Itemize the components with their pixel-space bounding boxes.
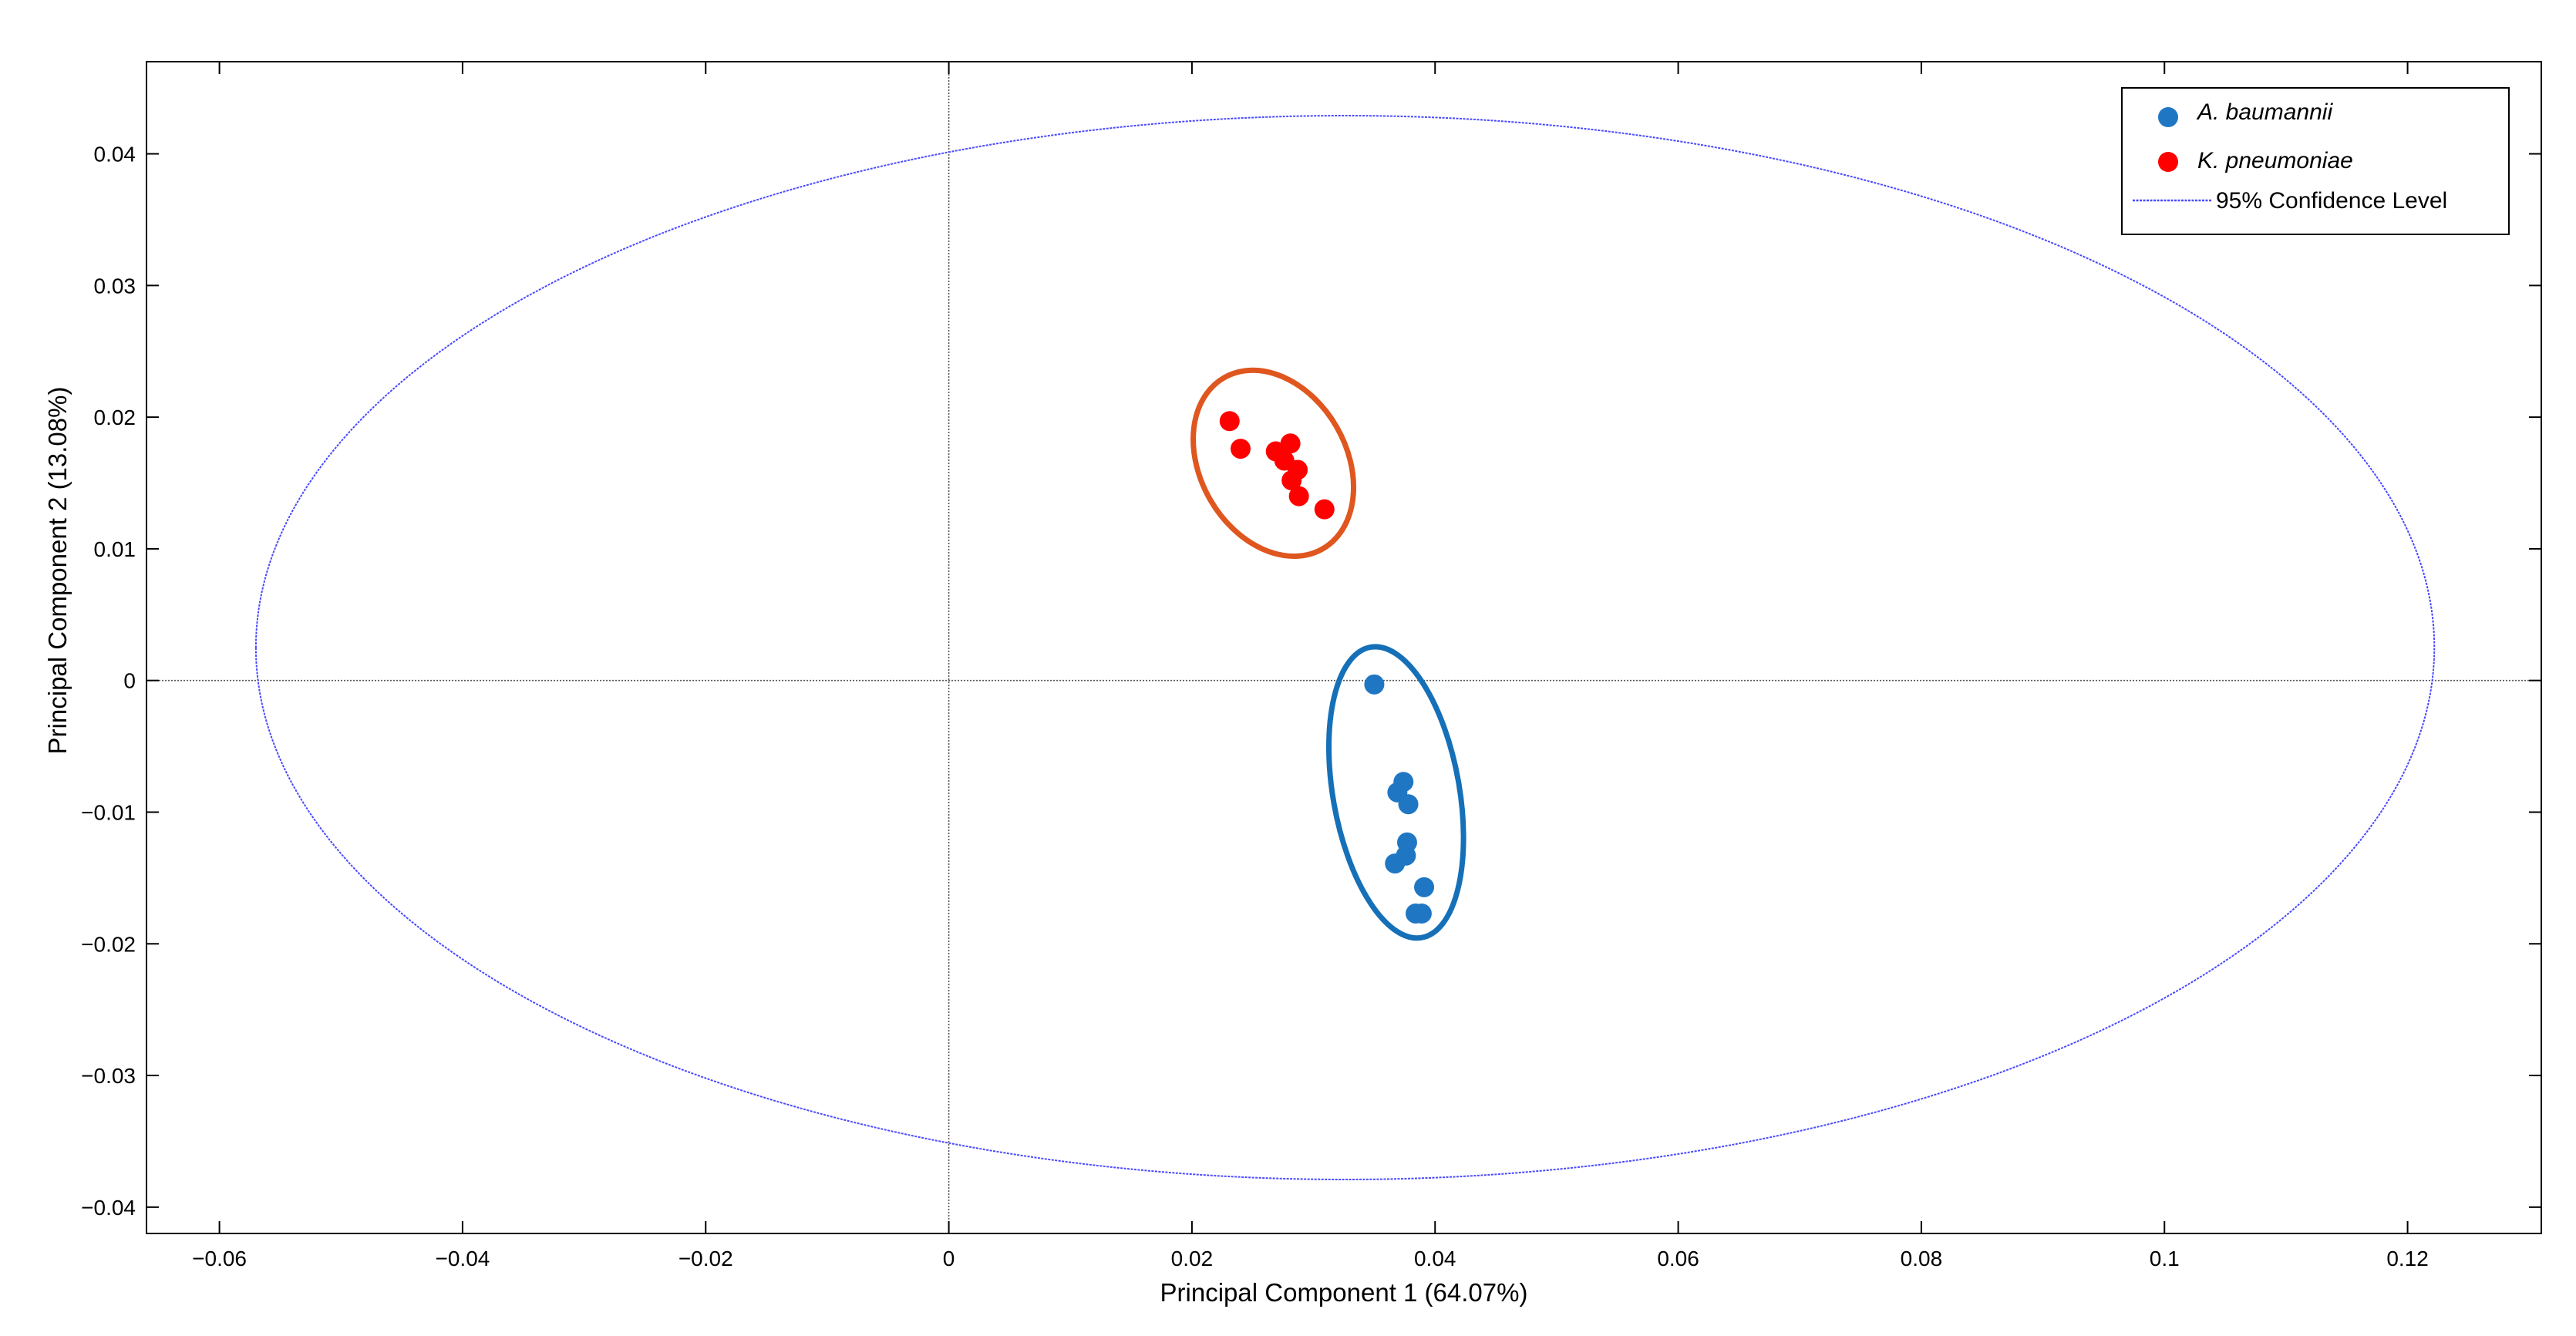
plot-area xyxy=(146,62,2541,1233)
data-point-a-baumannii xyxy=(1412,904,1432,924)
x-tick-label: 0.02 xyxy=(1171,1247,1214,1270)
x-tick-label: −0.02 xyxy=(679,1247,733,1270)
data-point-k-pneumoniae xyxy=(1281,433,1301,453)
y-tick-label: −0.04 xyxy=(81,1196,136,1220)
legend-label-a-baumannii: A. baumannii xyxy=(2196,99,2333,125)
y-tick-label: 0 xyxy=(123,669,136,693)
y-tick-label: −0.01 xyxy=(81,800,136,824)
legend-label-confidence-level: 95% Confidence Level xyxy=(2216,188,2447,214)
data-point-a-baumannii xyxy=(1399,794,1419,814)
x-tick-label: 0 xyxy=(943,1247,955,1270)
data-point-a-baumannii xyxy=(1414,877,1434,897)
data-point-a-baumannii xyxy=(1385,853,1405,873)
x-tick-label: 0.12 xyxy=(2386,1247,2429,1270)
y-tick-label: 0.02 xyxy=(94,406,136,429)
x-tick-label: 0.06 xyxy=(1657,1247,1699,1270)
x-tick-label: 0.04 xyxy=(1414,1247,1456,1270)
y-tick-label: −0.02 xyxy=(81,932,136,956)
data-point-a-baumannii xyxy=(1364,675,1384,695)
legend-label-k-pneumoniae: K. pneumoniae xyxy=(2197,148,2353,173)
y-tick-label: −0.03 xyxy=(81,1064,136,1088)
x-tick-label: −0.06 xyxy=(192,1247,247,1270)
legend-marker-k-pneumoniae xyxy=(2158,152,2178,172)
data-point-k-pneumoniae xyxy=(1315,500,1335,520)
x-tick-label: 0.1 xyxy=(2150,1247,2180,1270)
y-tick-label: 0.04 xyxy=(94,143,136,167)
legend-marker-a-baumannii xyxy=(2158,107,2178,127)
x-axis-title: Principal Component 1 (64.07%) xyxy=(1160,1278,1528,1307)
x-tick-label: −0.04 xyxy=(435,1247,490,1270)
y-tick-label: 0.01 xyxy=(94,537,136,561)
data-point-k-pneumoniae xyxy=(1289,486,1309,506)
x-tick-label: 0.08 xyxy=(1901,1247,1943,1270)
data-point-k-pneumoniae xyxy=(1231,439,1251,459)
data-point-k-pneumoniae xyxy=(1220,411,1240,431)
y-tick-label: 0.03 xyxy=(94,274,136,298)
legend: A. baumannii K. pneumoniae 95% Confidenc… xyxy=(2122,88,2509,234)
y-axis-title: Principal Component 2 (13.08%) xyxy=(43,387,72,755)
